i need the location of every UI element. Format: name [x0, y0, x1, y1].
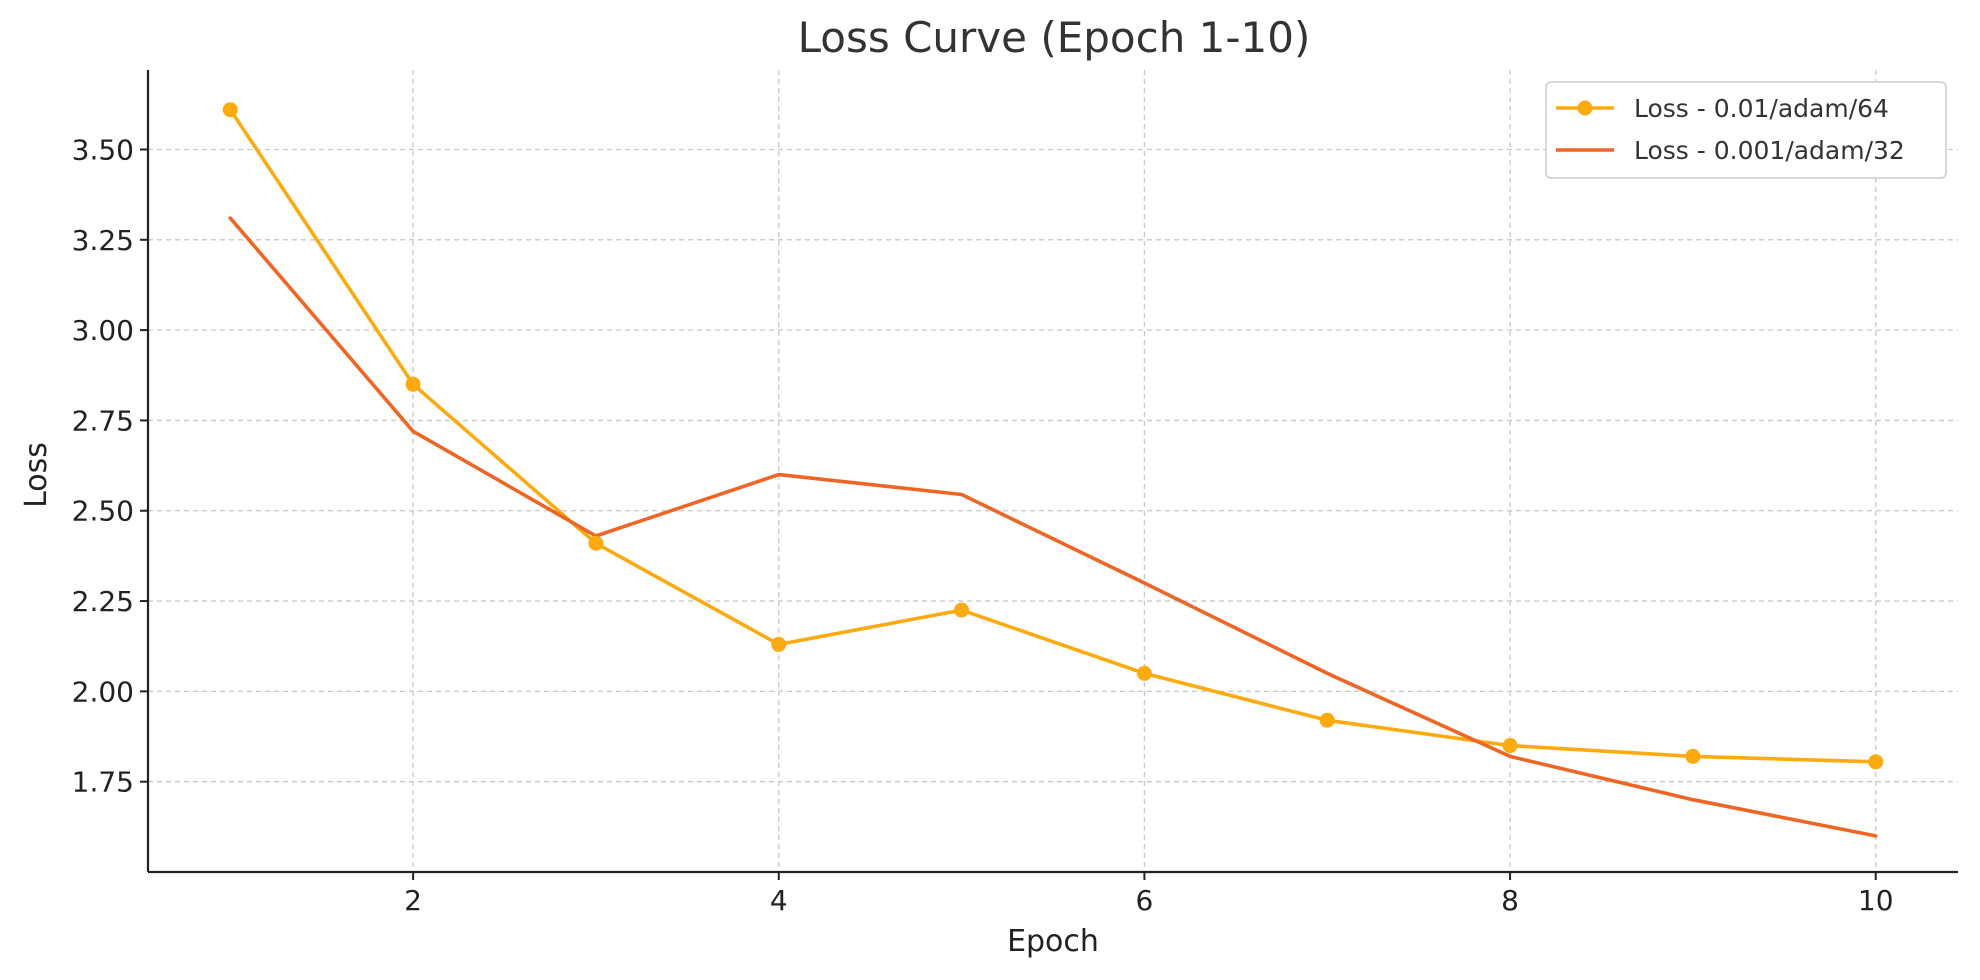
legend-label: Loss - 0.001/adam/32 — [1634, 136, 1905, 165]
series-point-1 — [1502, 738, 1518, 754]
legend: Loss - 0.01/adam/64 Loss - 0.001/adam/32 — [1545, 81, 1947, 179]
series-point-1 — [1136, 665, 1152, 681]
tick-labels: 2 4 6 8 10 1.75 2.00 2.25 2.50 2.75 3.00 3.25 3.50 — [72, 133, 1894, 917]
legend-swatch-marker — [1577, 100, 1593, 116]
series-line-1 — [228, 107, 1878, 764]
x-tick-label: 2 — [404, 884, 422, 917]
y-tick-label: 3.50 — [72, 133, 134, 166]
y-tick-label: 2.75 — [72, 404, 134, 437]
axes — [146, 70, 1958, 874]
x-tick-label: 8 — [1501, 884, 1519, 917]
x-tick-label: 10 — [1858, 884, 1894, 917]
grid — [148, 70, 1958, 872]
series-point-1 — [588, 535, 604, 551]
series-point-1 — [954, 602, 970, 618]
y-tick-label: 2.25 — [72, 585, 134, 618]
x-tick-label: 4 — [770, 884, 788, 917]
chart-title: Loss Curve (Epoch 1-10) — [798, 13, 1311, 62]
x-axis-title: Epoch — [1007, 924, 1099, 959]
series-point-1 — [1685, 748, 1701, 764]
legend-label: Loss - 0.01/adam/64 — [1634, 94, 1889, 123]
y-tick-label: 3.25 — [72, 224, 134, 257]
y-tick-label: 2.50 — [72, 495, 134, 528]
y-tick-label: 1.75 — [72, 766, 134, 799]
series-point-1 — [222, 102, 238, 118]
legend-box — [1545, 81, 1947, 179]
y-tick-label: 3.00 — [72, 314, 134, 347]
x-tick-label: 6 — [1136, 884, 1154, 917]
series-point-1 — [1868, 754, 1884, 770]
series-point-1 — [405, 376, 421, 392]
series — [222, 102, 1884, 838]
series-point-1 — [1319, 712, 1335, 728]
y-axis-title: Loss — [19, 442, 54, 508]
series-line-2 — [228, 216, 1878, 838]
y-tick-label: 2.00 — [72, 675, 134, 708]
series-point-1 — [771, 636, 787, 652]
